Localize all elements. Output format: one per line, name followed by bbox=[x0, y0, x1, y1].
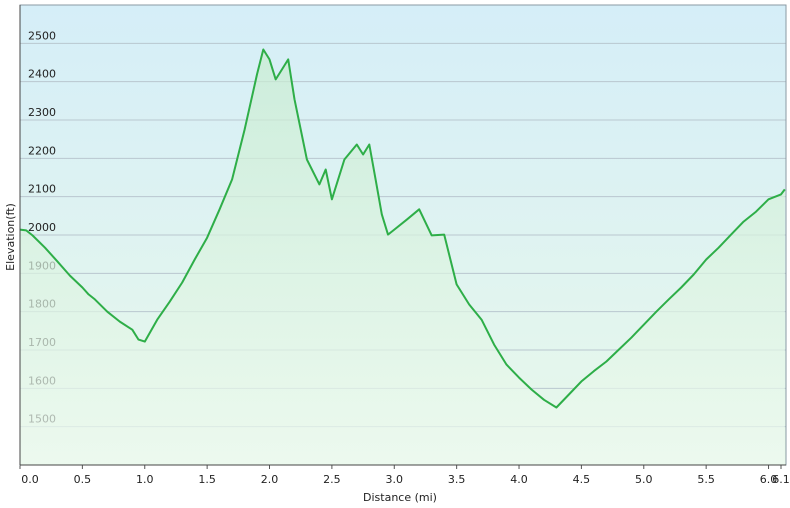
x-tick-label: 4.5 bbox=[573, 473, 591, 486]
y-axis-label: Elevation(ft) bbox=[4, 203, 17, 271]
x-tick-label: 3.0 bbox=[386, 473, 404, 486]
y-tick-label: 2200 bbox=[28, 144, 56, 157]
y-tick-label: 2300 bbox=[28, 106, 56, 119]
x-axis-label: Distance (mi) bbox=[363, 491, 437, 504]
x-tick-label: 1.5 bbox=[198, 473, 216, 486]
y-tick-label: 2500 bbox=[28, 29, 56, 42]
x-tick-label: 6.0 bbox=[760, 473, 778, 486]
y-tick-label: 2000 bbox=[28, 221, 56, 234]
x-tick-label: 4.0 bbox=[510, 473, 528, 486]
x-tick-label: 2.0 bbox=[261, 473, 279, 486]
line bbox=[19, 48, 786, 409]
y-tick-label: 2400 bbox=[28, 68, 56, 81]
x-tick-label: 2.5 bbox=[323, 473, 341, 486]
x-tick-label: 5.5 bbox=[697, 473, 715, 486]
x-tick-label: 3.5 bbox=[448, 473, 466, 486]
x-tick-label: 6.1 bbox=[772, 473, 790, 486]
x-tick-label: 0.5 bbox=[74, 473, 92, 486]
y-tick-label: 2100 bbox=[28, 183, 56, 196]
x-tick-label: 1.0 bbox=[136, 473, 154, 486]
x-tick-label: 0.0 bbox=[21, 473, 39, 486]
x-tick-label: 5.0 bbox=[635, 473, 653, 486]
area bbox=[20, 49, 785, 465]
